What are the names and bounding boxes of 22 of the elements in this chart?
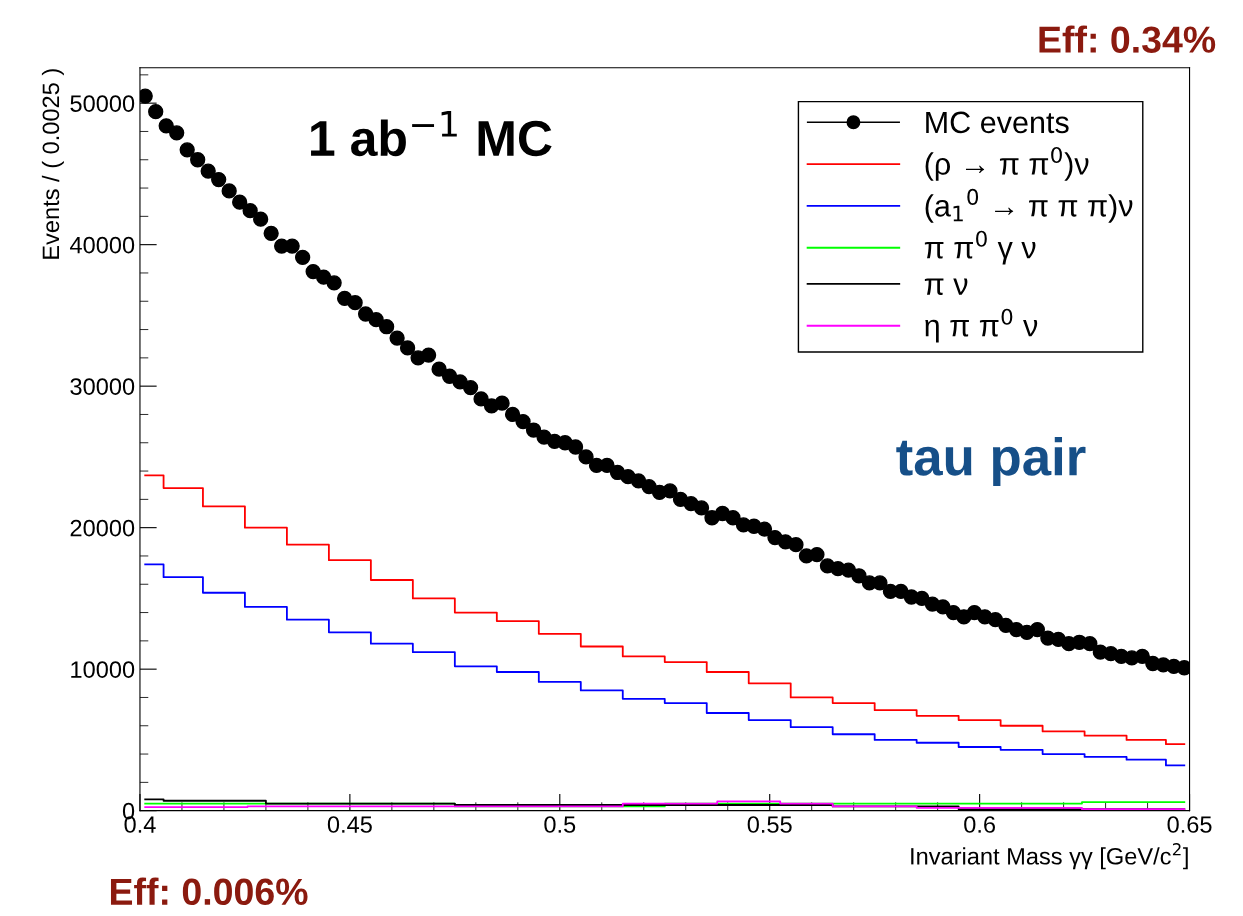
x-axis-title: Invariant Mass γγ [GeV/c$^{2}$] — [911, 843, 1188, 870]
legend-label: π ν — [924, 278, 968, 295]
legend-label: (a$_{1}$$^{0}$ → π π π)ν — [925, 188, 1133, 223]
y-tick-label: 10000 — [71, 661, 135, 678]
legend-label: π π$^{0}$ γ ν — [924, 230, 1036, 265]
y-axis-title: Events / ( 0.0025 ) — [41, 69, 64, 259]
legend-label: MC events — [926, 111, 1069, 134]
x-tick-label: 0.6 — [964, 816, 996, 833]
y-tick-label: 40000 — [69, 236, 135, 254]
y-tick-label: 50000 — [70, 95, 135, 112]
annotation: tau pair — [896, 436, 1086, 487]
y-tick-label: 30000 — [70, 378, 135, 395]
annotation: 1 ab$^{−1}$ MC — [311, 111, 552, 157]
x-tick-label: 0.5 — [544, 816, 576, 833]
text: Eff: 0.006% — [110, 877, 308, 906]
x-tick-label: 0.55 — [747, 816, 792, 833]
legend-label: (ρ → π π$^{0}$)ν — [925, 146, 1089, 181]
legend-label: η π π$^{0}$ ν — [925, 308, 1038, 343]
y-tick-label: 20000 — [70, 519, 135, 537]
x-tick-label: 0.65 — [1167, 816, 1212, 833]
x-tick-label: 0.45 — [327, 816, 372, 833]
text: Eff: 0.34% — [1039, 25, 1216, 53]
